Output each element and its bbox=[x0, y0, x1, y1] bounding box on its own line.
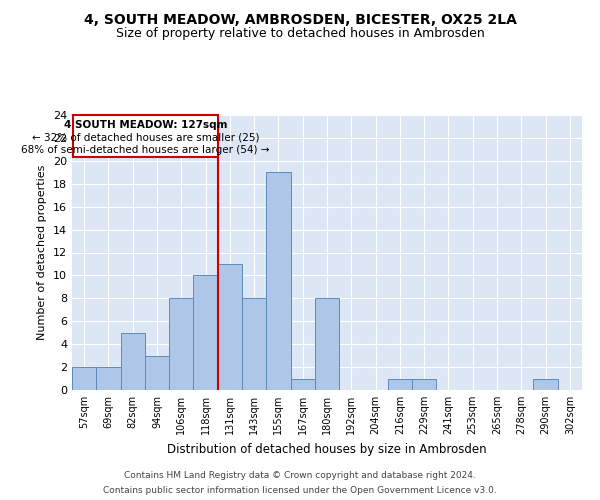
Text: Size of property relative to detached houses in Ambrosden: Size of property relative to detached ho… bbox=[116, 28, 484, 40]
Bar bbox=[73, 115, 218, 158]
Text: Contains public sector information licensed under the Open Government Licence v3: Contains public sector information licen… bbox=[103, 486, 497, 495]
Bar bbox=[290, 378, 315, 390]
Bar bbox=[96, 367, 121, 390]
Y-axis label: Number of detached properties: Number of detached properties bbox=[37, 165, 47, 340]
Bar bbox=[169, 298, 193, 390]
Bar bbox=[121, 332, 145, 390]
Bar bbox=[388, 378, 412, 390]
Bar bbox=[533, 378, 558, 390]
Bar bbox=[72, 367, 96, 390]
Bar bbox=[218, 264, 242, 390]
X-axis label: Distribution of detached houses by size in Ambrosden: Distribution of detached houses by size … bbox=[167, 442, 487, 456]
Bar bbox=[315, 298, 339, 390]
Text: 4, SOUTH MEADOW, AMBROSDEN, BICESTER, OX25 2LA: 4, SOUTH MEADOW, AMBROSDEN, BICESTER, OX… bbox=[83, 12, 517, 26]
Text: Contains HM Land Registry data © Crown copyright and database right 2024.: Contains HM Land Registry data © Crown c… bbox=[124, 471, 476, 480]
Text: 4 SOUTH MEADOW: 127sqm: 4 SOUTH MEADOW: 127sqm bbox=[64, 120, 227, 130]
Text: ← 32% of detached houses are smaller (25): ← 32% of detached houses are smaller (25… bbox=[32, 132, 259, 142]
Text: 68% of semi-detached houses are larger (54) →: 68% of semi-detached houses are larger (… bbox=[21, 145, 270, 155]
Bar bbox=[412, 378, 436, 390]
Bar bbox=[193, 276, 218, 390]
Bar bbox=[242, 298, 266, 390]
Bar bbox=[266, 172, 290, 390]
Bar bbox=[145, 356, 169, 390]
